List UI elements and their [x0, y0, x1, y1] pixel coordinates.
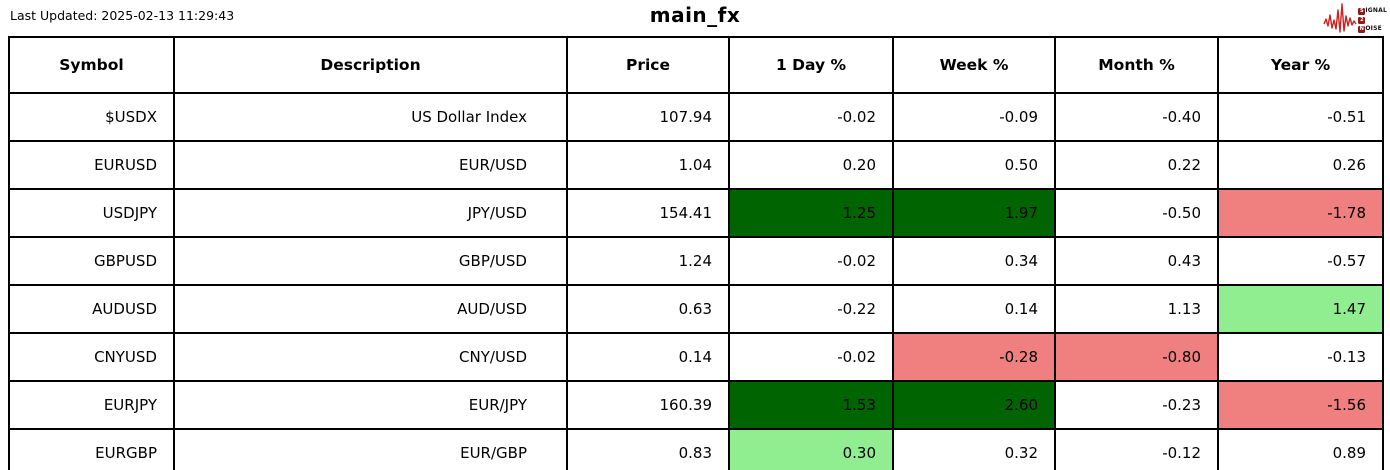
column-header-month: Month % — [1054, 36, 1219, 94]
waveform-icon — [1323, 3, 1357, 37]
column-header-price: Price — [566, 36, 730, 94]
table-cell: 0.34 — [892, 236, 1056, 286]
table-cell: 1.47 — [1217, 284, 1384, 334]
table-cell: -1.56 — [1217, 380, 1384, 430]
table-cell: AUD/USD — [173, 284, 568, 334]
table-row: GBPUSD GBP/USD 1.24 -0.02 0.34 0.43 -0.5… — [8, 236, 1384, 286]
fx-table: Symbol Description Price 1 Day % Week % … — [8, 36, 1384, 470]
table-cell: 1.97 — [892, 188, 1056, 238]
column-header-symbol: Symbol — [8, 36, 175, 94]
table-cell: 1.13 — [1054, 284, 1219, 334]
table-cell: CNYUSD — [8, 332, 175, 382]
table-cell: -0.09 — [892, 92, 1056, 142]
logo-line-2: 2 — [1358, 16, 1387, 24]
logo-box-n: N — [1358, 25, 1366, 33]
table-cell: GBP/USD — [173, 236, 568, 286]
last-updated-text: Last Updated: 2025-02-13 11:29:43 — [10, 8, 235, 23]
logo-box-s: S — [1358, 7, 1366, 15]
table-cell: 107.94 — [566, 92, 730, 142]
table-cell: US Dollar Index — [173, 92, 568, 142]
table-cell: 1.24 — [566, 236, 730, 286]
table-cell: AUDUSD — [8, 284, 175, 334]
column-header-1day: 1 Day % — [728, 36, 894, 94]
table-cell: 154.41 — [566, 188, 730, 238]
table-row: EURUSD EUR/USD 1.04 0.20 0.50 0.22 0.26 — [8, 140, 1384, 190]
table-cell: -0.50 — [1054, 188, 1219, 238]
table-cell: 0.30 — [728, 428, 894, 470]
table-row: AUDUSD AUD/USD 0.63 -0.22 0.14 1.13 1.47 — [8, 284, 1384, 334]
table-cell: EURUSD — [8, 140, 175, 190]
logo-line-signal: S IGNAL — [1358, 7, 1387, 15]
table-cell: 0.26 — [1217, 140, 1384, 190]
table-cell: EUR/USD — [173, 140, 568, 190]
table-cell: 1.04 — [566, 140, 730, 190]
signal2noise-logo: S IGNAL 2 N OISE — [1323, 3, 1387, 37]
table-cell: 0.83 — [566, 428, 730, 470]
table-cell: EURJPY — [8, 380, 175, 430]
table-cell: -0.22 — [728, 284, 894, 334]
table-cell: 0.50 — [892, 140, 1056, 190]
table-cell: 1.53 — [728, 380, 894, 430]
table-cell: 0.14 — [892, 284, 1056, 334]
table-cell: -0.13 — [1217, 332, 1384, 382]
logo-box-2: 2 — [1358, 16, 1366, 24]
table-cell: 0.63 — [566, 284, 730, 334]
table-row: USDJPY JPY/USD 154.41 1.25 1.97 -0.50 -1… — [8, 188, 1384, 238]
table-cell: $USDX — [8, 92, 175, 142]
table-row: EURGBP EUR/GBP 0.83 0.30 0.32 -0.12 0.89 — [8, 428, 1384, 470]
logo-text-ignal: IGNAL — [1365, 7, 1387, 14]
logo-line-noise: N OISE — [1358, 25, 1387, 33]
table-cell: -0.57 — [1217, 236, 1384, 286]
table-cell: -0.12 — [1054, 428, 1219, 470]
table-cell: 0.43 — [1054, 236, 1219, 286]
table-cell: 2.60 — [892, 380, 1056, 430]
table-cell: 0.89 — [1217, 428, 1384, 470]
table-cell: -0.23 — [1054, 380, 1219, 430]
table-cell: 0.22 — [1054, 140, 1219, 190]
page-title: main_fx — [649, 3, 741, 27]
table-cell: -0.51 — [1217, 92, 1384, 142]
table-cell: -0.40 — [1054, 92, 1219, 142]
table-cell: EUR/JPY — [173, 380, 568, 430]
table-cell: -1.78 — [1217, 188, 1384, 238]
table-row: EURJPY EUR/JPY 160.39 1.53 2.60 -0.23 -1… — [8, 380, 1384, 430]
table-cell: -0.02 — [728, 332, 894, 382]
table-cell: -0.02 — [728, 92, 894, 142]
table-row: $USDX US Dollar Index 107.94 -0.02 -0.09… — [8, 92, 1384, 142]
column-header-description: Description — [173, 36, 568, 94]
table-cell: CNY/USD — [173, 332, 568, 382]
table-cell: -0.80 — [1054, 332, 1219, 382]
logo-wordmark: S IGNAL 2 N OISE — [1358, 7, 1387, 33]
table-cell: 0.14 — [566, 332, 730, 382]
column-header-week: Week % — [892, 36, 1056, 94]
table-cell: 0.20 — [728, 140, 894, 190]
table-row: CNYUSD CNY/USD 0.14 -0.02 -0.28 -0.80 -0… — [8, 332, 1384, 382]
table-cell: -0.28 — [892, 332, 1056, 382]
table-cell: 1.25 — [728, 188, 894, 238]
table-cell: 0.32 — [892, 428, 1056, 470]
logo-text-oise: OISE — [1365, 25, 1382, 32]
table-cell: EURGBP — [8, 428, 175, 470]
table-header-row: Symbol Description Price 1 Day % Week % … — [8, 36, 1384, 94]
table-cell: -0.02 — [728, 236, 894, 286]
table-cell: USDJPY — [8, 188, 175, 238]
table-cell: JPY/USD — [173, 188, 568, 238]
table-cell: 160.39 — [566, 380, 730, 430]
table-cell: GBPUSD — [8, 236, 175, 286]
column-header-year: Year % — [1217, 36, 1384, 94]
table-cell: EUR/GBP — [173, 428, 568, 470]
